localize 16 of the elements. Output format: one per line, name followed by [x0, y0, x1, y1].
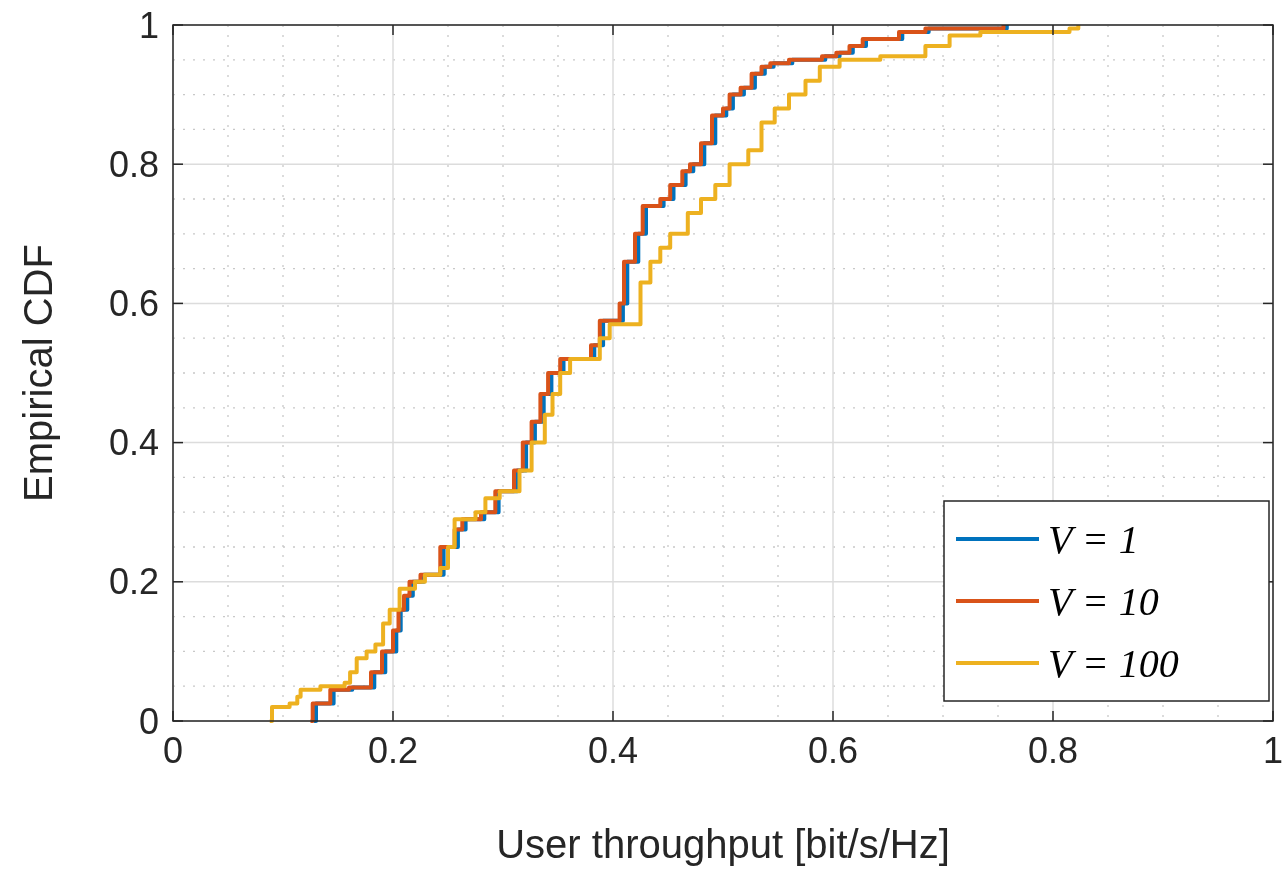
x-tick-label: 0.4 [587, 730, 639, 771]
legend-label: V = 100 [1048, 641, 1179, 686]
y-tick-label: 0.4 [108, 422, 159, 464]
x-tick-label: 0.8 [1027, 730, 1079, 771]
y-axis-title: Empirical CDF [16, 244, 60, 502]
y-tick-label: 0.2 [108, 561, 159, 603]
x-tick-label: 0.2 [367, 730, 419, 771]
y-tick-label: 0.6 [108, 283, 159, 324]
legend-label: V = 10 [1048, 579, 1159, 624]
y-tick-label: 0 [138, 700, 159, 742]
y-tick-label: 0.8 [108, 143, 159, 185]
legend-label: V = 1 [1048, 517, 1139, 562]
x-tick-label: 0.6 [807, 730, 859, 771]
x-tick-label: 1 [1262, 730, 1284, 771]
y-tick-label: 1 [138, 4, 159, 46]
x-axis-title: User throughput [bit/s/Hz] [496, 822, 950, 866]
